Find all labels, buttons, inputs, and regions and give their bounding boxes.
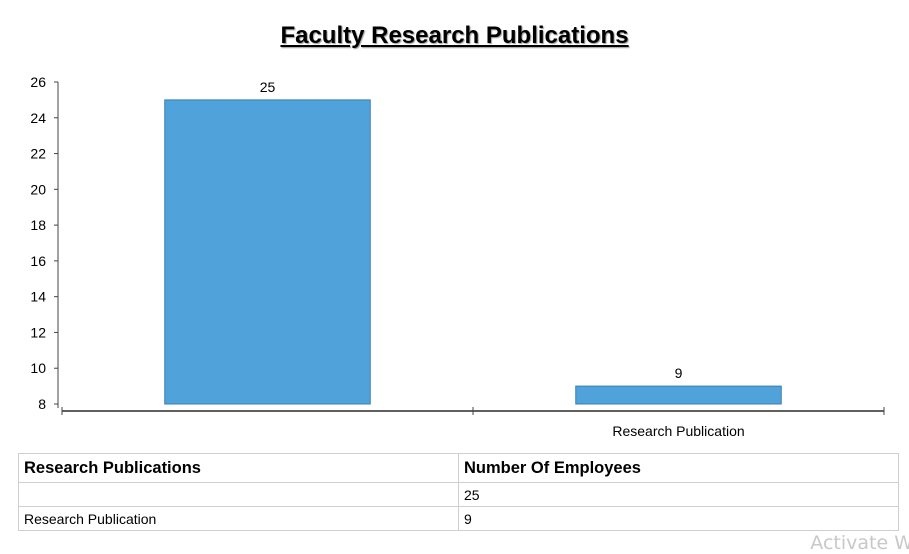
y-tick-label: 14 (30, 289, 46, 305)
y-tick-label: 26 (30, 74, 46, 90)
y-tick-label: 16 (30, 253, 46, 269)
data-table: Research Publications Number Of Employee… (18, 453, 899, 531)
chart-title: Faculty Research Publications (280, 22, 629, 49)
table-cell: 9 (458, 506, 899, 531)
table-cell: 25 (458, 482, 899, 507)
table-cell (18, 482, 459, 507)
y-tick-label: 22 (30, 146, 46, 162)
activation-watermark: Activate W (810, 532, 909, 554)
table-row: Research Publication 9 (18, 506, 899, 531)
y-tick-label: 10 (30, 360, 46, 376)
y-tick-label: 18 (30, 217, 46, 233)
table-header: Research Publications (18, 453, 459, 483)
table-header: Number Of Employees (458, 453, 899, 483)
y-tick-label: 8 (38, 396, 46, 412)
y-tick-label: 20 (30, 181, 46, 197)
data-label: 25 (260, 79, 276, 95)
y-tick-label: 12 (30, 324, 46, 340)
bar (164, 99, 371, 405)
table-header-row: Research Publications Number Of Employee… (18, 453, 899, 483)
table-cell: Research Publication (18, 506, 459, 531)
bar (575, 385, 782, 405)
x-tick-label: Research Publication (612, 423, 744, 439)
y-tick-label: 24 (30, 110, 46, 126)
table-row: 25 (18, 482, 899, 507)
data-label: 9 (675, 365, 683, 381)
bar-chart: 8 10 12 14 16 18 20 22 24 26 25 9 Research Publicati… (30, 74, 885, 439)
